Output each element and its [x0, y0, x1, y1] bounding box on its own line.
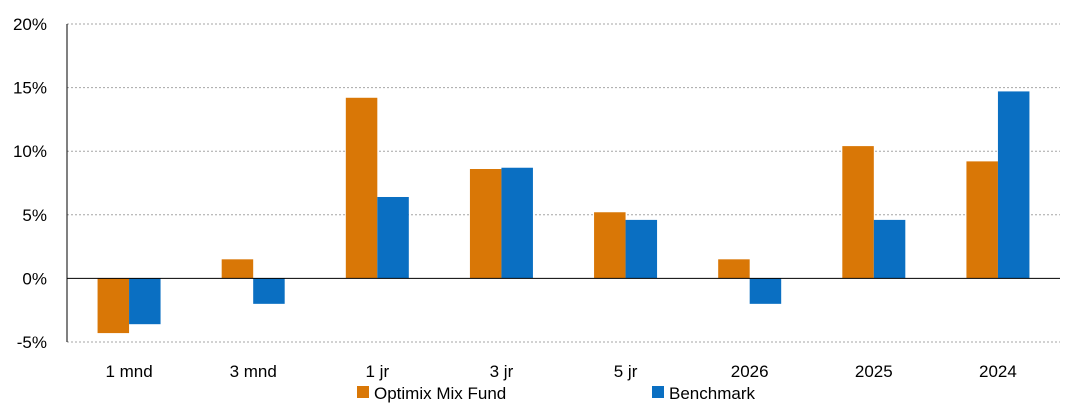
bar-fund-3-jr: [469, 169, 502, 279]
legend-label-benchmark: Benchmark: [669, 384, 755, 403]
x-axis-tick-labels: 1 mnd 3 mnd 1 jr 3 jr 5 jr 2026 2025 2024: [105, 362, 1016, 381]
legend-label-fund: Optimix Mix Fund: [374, 384, 506, 403]
bar-benchmark-3-mnd: [253, 278, 285, 304]
bar-benchmark-2025: [873, 219, 906, 279]
gridlines: [67, 23, 1060, 343]
x-tick-label: 3 jr: [490, 362, 514, 381]
y-tick-label: 5%: [22, 206, 47, 225]
bar-benchmark-2026: [749, 278, 782, 304]
x-tick-label: 1 mnd: [105, 362, 152, 381]
x-tick-label: 5 jr: [614, 362, 638, 381]
bar-fund-1-jr: [345, 97, 378, 279]
y-tick-label: 20%: [13, 15, 47, 34]
bar-benchmark-1-mnd: [129, 278, 161, 325]
y-tick-label: 10%: [13, 142, 47, 161]
bar-benchmark-2024: [997, 91, 1030, 279]
x-tick-label: 1 jr: [366, 362, 390, 381]
bar-fund-1-mnd: [97, 278, 130, 334]
y-tick-label: -5%: [17, 333, 47, 352]
bar-fund-5-jr: [594, 212, 626, 279]
bar-benchmark-5-jr: [625, 219, 658, 279]
bar-fund-2024: [966, 161, 998, 279]
axes: [66, 24, 1060, 342]
bar-benchmark-3-jr: [501, 167, 533, 279]
y-axis-tick-labels: -5% 0% 5% 10% 15% 20%: [13, 15, 47, 352]
legend-swatch-benchmark: [652, 386, 664, 398]
x-tick-label: 2024: [979, 362, 1017, 381]
bar-fund-2025: [842, 146, 874, 279]
bar-fund-3-mnd: [221, 259, 254, 279]
y-tick-label: 0%: [22, 269, 47, 288]
bar-fund-2026: [718, 259, 750, 279]
x-tick-label: 2025: [855, 362, 893, 381]
legend-swatch-fund: [357, 386, 369, 398]
bars: [97, 91, 1030, 334]
legend: Optimix Mix Fund Benchmark: [357, 384, 755, 403]
y-tick-label: 15%: [13, 79, 47, 98]
bar-benchmark-1-jr: [377, 196, 409, 279]
x-tick-label: 2026: [731, 362, 769, 381]
x-tick-label: 3 mnd: [230, 362, 277, 381]
